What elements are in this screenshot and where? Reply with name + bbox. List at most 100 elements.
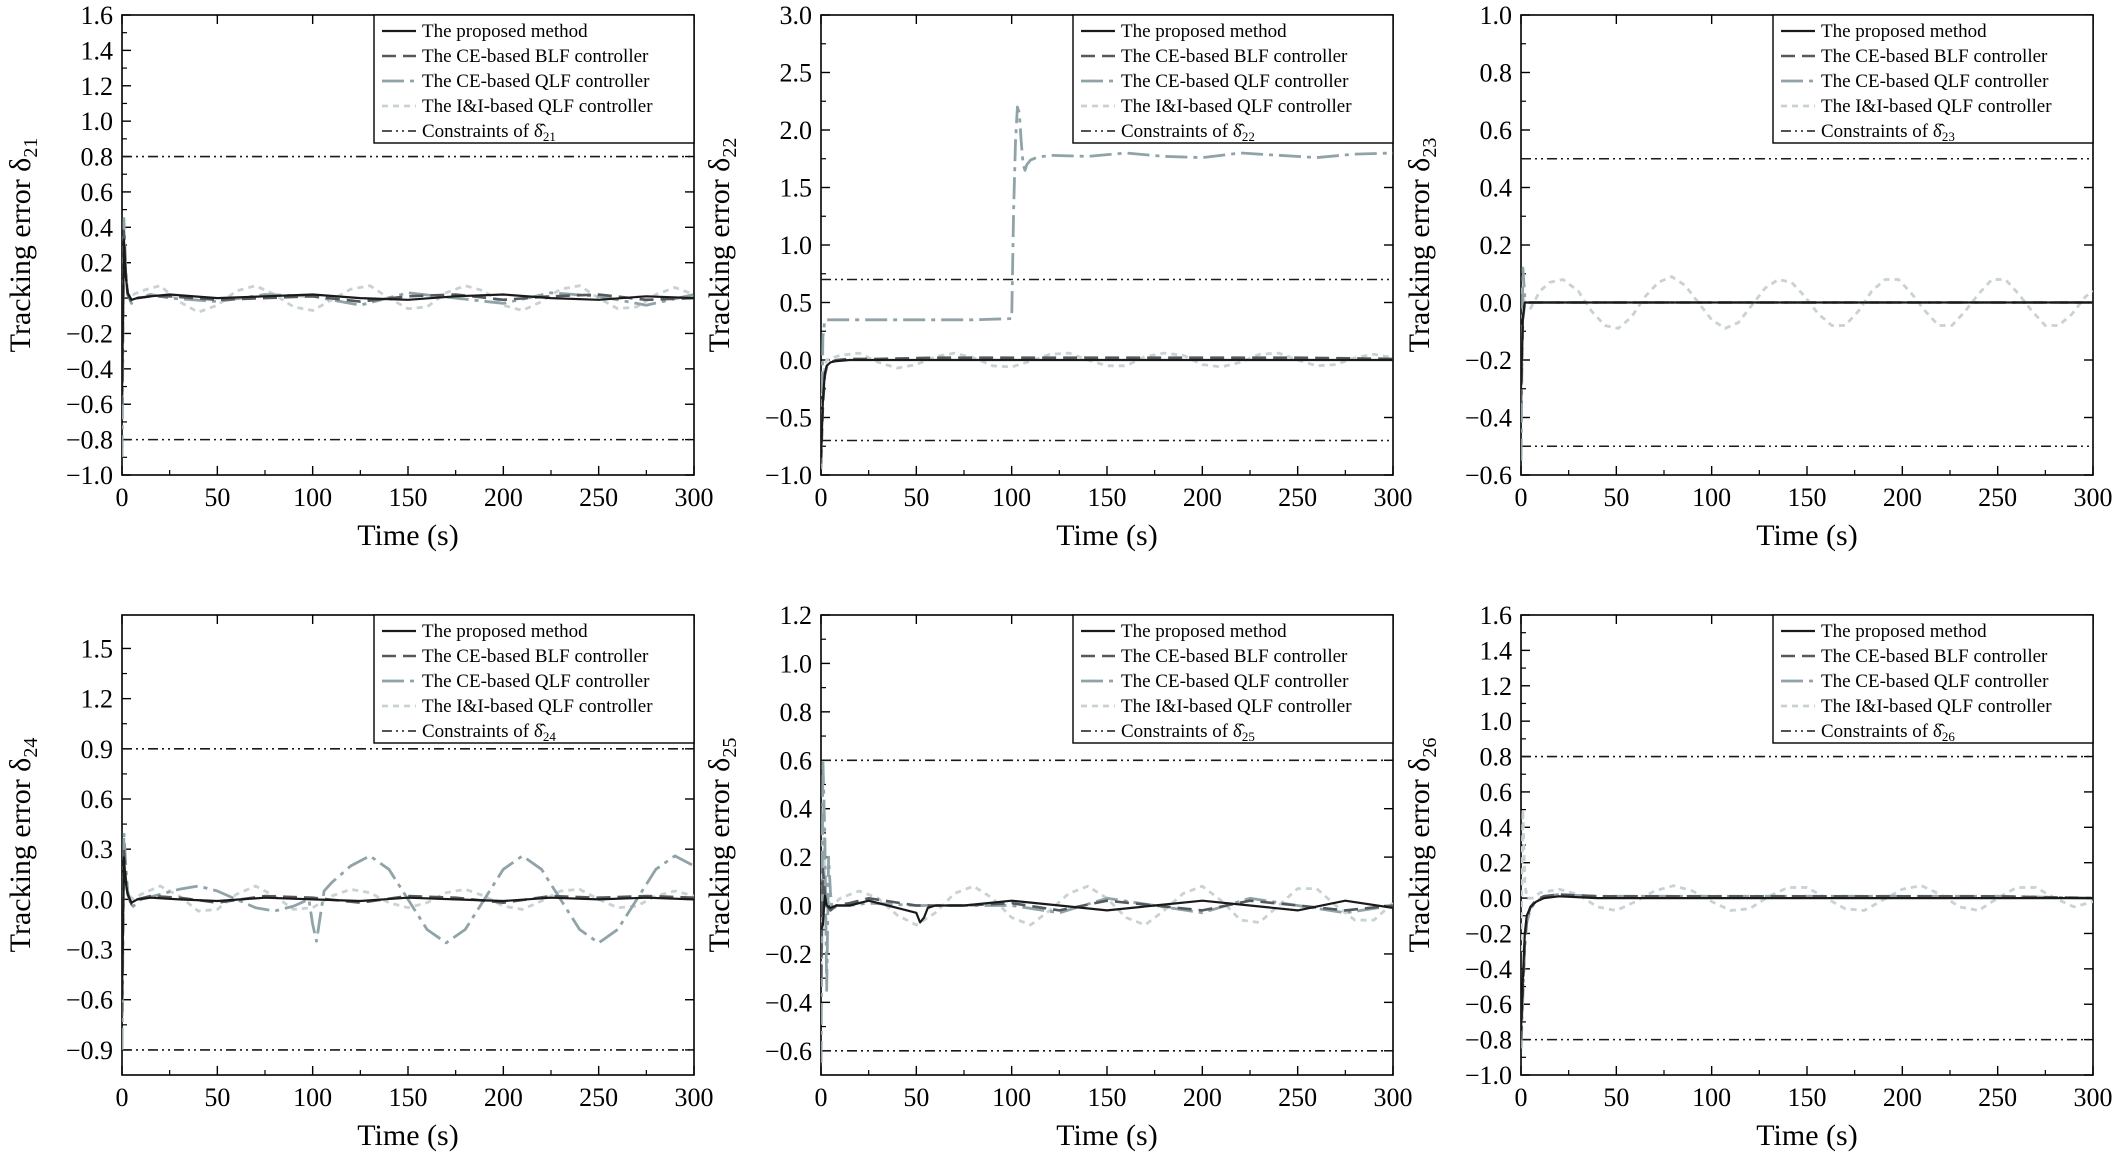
y-tick-label: 1.5 <box>780 174 813 203</box>
y-tick-label: −0.8 <box>1465 1026 1512 1055</box>
x-tick-label: 0 <box>116 483 129 512</box>
legend-label: The CE-based BLF controller <box>1821 646 2048 667</box>
y-tick-label: 1.0 <box>780 231 813 260</box>
x-tick-label: 100 <box>293 1083 332 1112</box>
y-tick-label: 0.2 <box>1480 849 1513 878</box>
y-tick-label: −0.6 <box>1465 990 1512 1019</box>
x-tick-label: 150 <box>389 1083 428 1112</box>
chart-panel-6: 0 50 100 150 200 250 300 −1.0 −0.8 −0.6 −0.4 −0.2 0.… <box>1403 601 2113 1152</box>
x-tick-label: 0 <box>815 1083 828 1112</box>
series-line-blf <box>1521 893 2093 1040</box>
y-tick-label: 0.4 <box>1480 813 1513 842</box>
legend-label: The I&I-based QLF controller <box>1121 96 1352 117</box>
series-line-proposed <box>1521 301 2093 389</box>
x-tick-label: 200 <box>1183 483 1222 512</box>
x-tick-label: 200 <box>484 1083 523 1112</box>
series-line-blf <box>122 229 694 405</box>
legend-label: The proposed method <box>1121 21 1287 42</box>
x-tick-label: 250 <box>1978 1083 2017 1112</box>
legend: The proposed method The CE-based BLF cont… <box>1072 14 1394 144</box>
y-tick-label: 2.0 <box>780 116 813 145</box>
y-tick-label: 0.3 <box>81 835 114 864</box>
legend: The proposed method The CE-based BLF cont… <box>1772 614 2094 744</box>
y-tick-label: 0.5 <box>780 289 813 318</box>
x-tick-label: 150 <box>1088 1083 1127 1112</box>
series-line-ii-qlf <box>821 351 1393 430</box>
legend-label: The proposed method <box>1821 621 1987 642</box>
x-tick-label: 250 <box>579 483 618 512</box>
x-tick-label: 100 <box>1692 483 1731 512</box>
x-tick-label: 150 <box>389 483 428 512</box>
legend-label: Constraints of δ̂23 <box>1821 121 1955 144</box>
x-tick-label: 100 <box>992 483 1031 512</box>
x-tick-label: 200 <box>1183 1083 1222 1112</box>
series-line-ce-qlf <box>821 105 1393 470</box>
y-tick-label: 0.6 <box>81 178 114 207</box>
y-tick-label: −0.2 <box>1465 919 1512 948</box>
y-tick-label: 0.0 <box>780 346 813 375</box>
x-tick-label: 50 <box>1603 1083 1629 1112</box>
series-line-ii-qlf <box>1521 275 2093 330</box>
x-tick-label: 300 <box>1374 1083 1413 1112</box>
series-line-ce-qlf <box>122 217 694 458</box>
legend-label: The I&I-based QLF controller <box>1121 696 1352 717</box>
x-tick-label: 200 <box>484 483 523 512</box>
legend: The proposed method The CE-based BLF cont… <box>373 14 695 144</box>
x-tick-label: 100 <box>1692 1083 1731 1112</box>
y-tick-label: 0.0 <box>1480 884 1513 913</box>
y-tick-label: 0.6 <box>1480 116 1513 145</box>
y-tick-label: 0.6 <box>780 746 813 775</box>
legend-label: The I&I-based QLF controller <box>1821 96 2052 117</box>
legend-label: The CE-based BLF controller <box>422 646 649 667</box>
y-tick-label: 0.4 <box>1480 174 1513 203</box>
y-tick-label: −0.6 <box>1465 461 1512 490</box>
y-tick-label: 0.8 <box>780 698 813 727</box>
y-tick-label: −0.4 <box>1465 404 1512 433</box>
y-tick-label: 0.0 <box>780 892 813 921</box>
x-axis-title: Time (s) <box>1056 519 1157 552</box>
y-tick-label: 1.4 <box>81 36 114 65</box>
y-tick-label: 0.2 <box>780 843 813 872</box>
x-axis-title: Time (s) <box>1056 1119 1157 1152</box>
legend-box <box>1772 14 2094 144</box>
legend-label: The CE-based QLF controller <box>1121 71 1349 92</box>
legend-label: The CE-based BLF controller <box>1121 46 1348 67</box>
chart-panel-2: 0 50 100 150 200 250 300 −1.0 −0.5 0.0 0.5 1.0 1.5 2.… <box>703 1 1413 552</box>
x-tick-label: 150 <box>1788 483 1827 512</box>
y-tick-label: 1.0 <box>1480 1 1513 30</box>
y-tick-label: −0.4 <box>765 988 812 1017</box>
series-line-ii-qlf <box>821 807 1393 979</box>
y-axis-title: Tracking error δ23 <box>1403 138 1441 353</box>
y-tick-label: 0.6 <box>81 785 114 814</box>
legend: The proposed method The CE-based BLF cont… <box>1072 614 1394 744</box>
chart-panel-1: 0 50 100 150 200 250 300 −1.0 −0.8 −0.6 −0.4 −0.2 0.… <box>4 1 714 552</box>
y-tick-label: −0.2 <box>66 319 113 348</box>
y-tick-label: 0.4 <box>780 795 813 824</box>
y-tick-label: 0.9 <box>81 735 114 764</box>
y-tick-label: −0.6 <box>765 1037 812 1066</box>
legend-box <box>373 614 695 744</box>
series-line-proposed <box>122 238 694 396</box>
y-tick-label: −0.4 <box>66 355 113 384</box>
y-tick-label: −0.8 <box>66 426 113 455</box>
y-tick-label: 2.5 <box>780 59 813 88</box>
y-tick-label: −0.4 <box>1465 955 1512 984</box>
y-tick-label: 0.4 <box>81 213 114 242</box>
x-tick-label: 300 <box>1374 483 1413 512</box>
x-tick-label: 50 <box>204 483 230 512</box>
chart-panel-4: 0 50 100 150 200 250 300 −0.9 −0.6 −0.3 0.0 0.3 0.6 0… <box>4 614 714 1152</box>
legend-box <box>1772 614 2094 744</box>
y-tick-label: 0.8 <box>1480 743 1513 772</box>
x-tick-label: 0 <box>815 483 828 512</box>
y-axis-title: Tracking error δ21 <box>4 138 42 353</box>
x-axis-title: Time (s) <box>1756 519 1857 552</box>
series-line-ii-qlf <box>122 234 694 352</box>
chart-panel-5: 0 50 100 150 200 250 300 −0.6 −0.4 −0.2 0.0 0.2 0.4 0… <box>703 601 1413 1152</box>
series-line-blf <box>821 867 1393 979</box>
series-line-proposed <box>1521 895 2093 1031</box>
legend-label: The proposed method <box>1821 21 1987 42</box>
y-tick-label: −0.9 <box>66 1036 113 1065</box>
y-tick-label: −1.0 <box>1465 1061 1512 1090</box>
y-tick-label: 1.0 <box>780 649 813 678</box>
